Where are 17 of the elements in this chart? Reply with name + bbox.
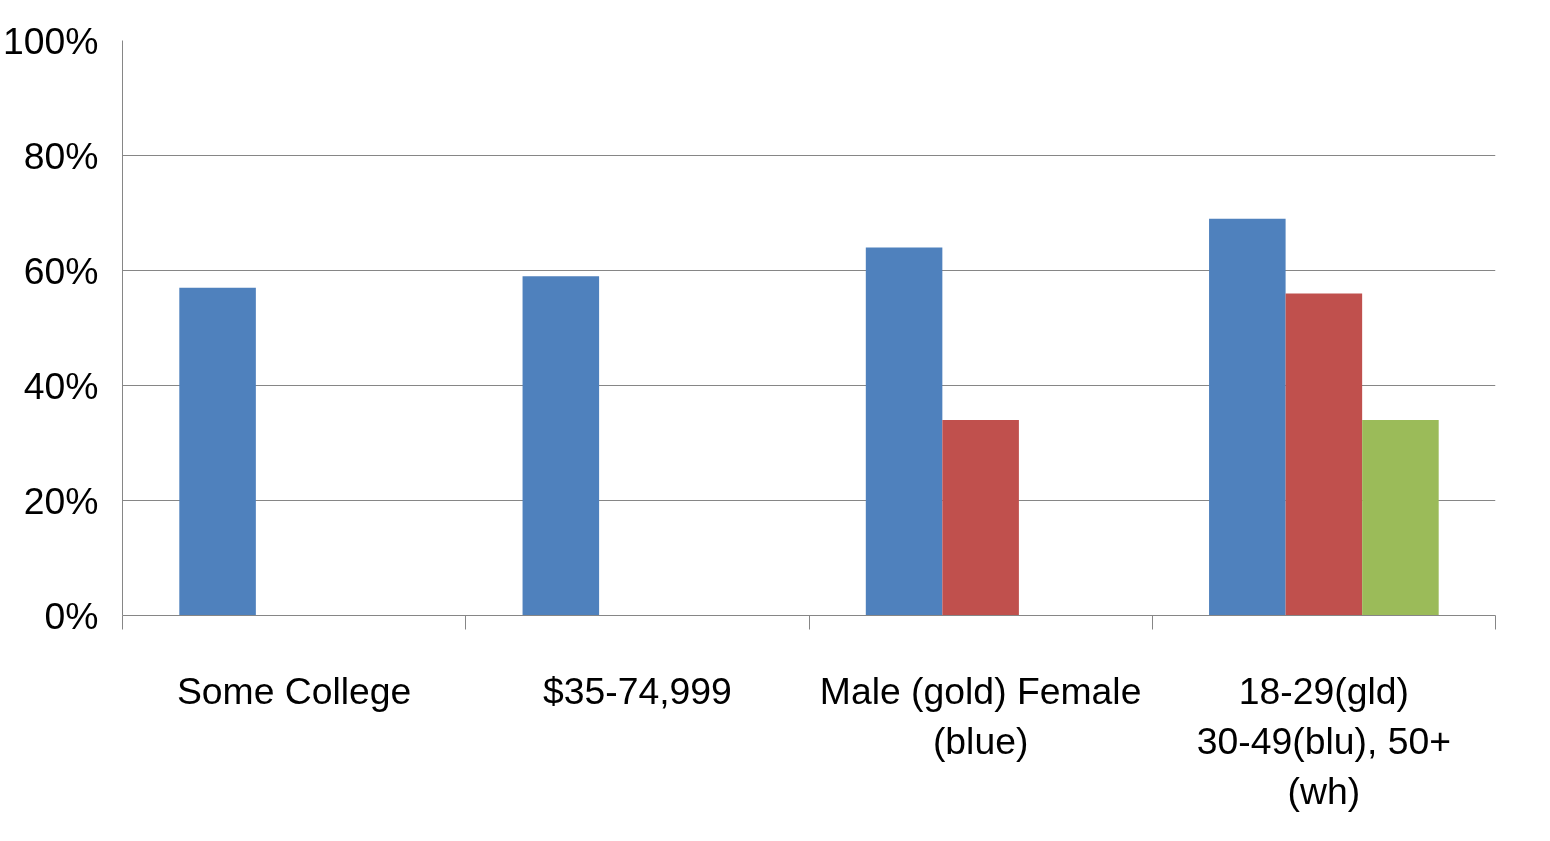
- x-tick-label: Male (gold) Female (blue): [819, 669, 1142, 762]
- bar: [1209, 218, 1286, 616]
- bar: [865, 247, 943, 616]
- bar: [942, 420, 1019, 616]
- bar: [1285, 293, 1363, 616]
- x-tick-label: 18-29(gld) 30-49(blu), 50+ (wh): [1196, 669, 1451, 813]
- x-tick-label: $35-74,999: [542, 669, 732, 712]
- bar: [179, 287, 256, 616]
- x-tick-label: Some College: [176, 669, 412, 712]
- y-tick-label: 20%: [23, 479, 99, 522]
- y-tick-label: 60%: [23, 249, 99, 292]
- y-tick-label: 100%: [3, 19, 99, 62]
- bar: [522, 276, 600, 616]
- y-tick-label: 40%: [23, 364, 99, 407]
- y-tick-label: 80%: [23, 134, 99, 177]
- bar: [1362, 420, 1439, 616]
- y-tick-label: 0%: [44, 594, 99, 637]
